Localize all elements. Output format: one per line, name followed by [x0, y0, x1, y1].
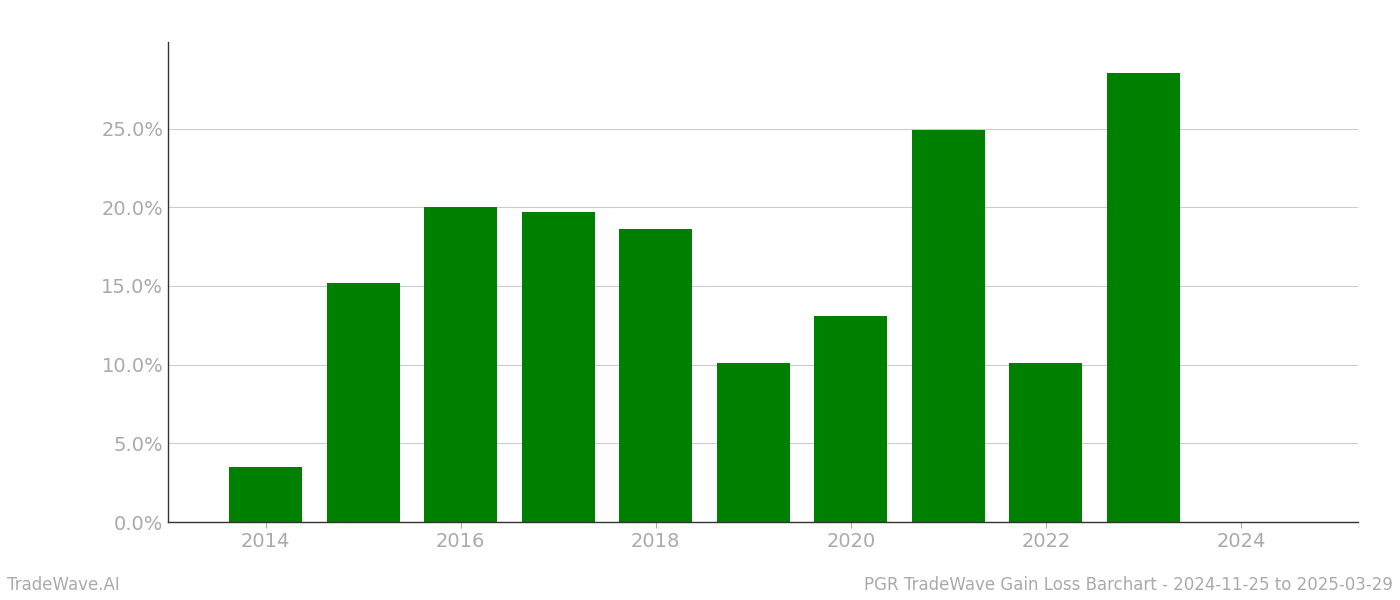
- Bar: [911, 130, 986, 522]
- Text: PGR TradeWave Gain Loss Barchart - 2024-11-25 to 2025-03-29: PGR TradeWave Gain Loss Barchart - 2024-…: [864, 576, 1393, 594]
- Bar: [815, 316, 888, 522]
- Bar: [1107, 73, 1180, 522]
- Bar: [619, 229, 692, 522]
- Bar: [230, 467, 302, 522]
- Bar: [424, 207, 497, 522]
- Bar: [717, 363, 790, 522]
- Bar: [326, 283, 399, 522]
- Bar: [522, 212, 595, 522]
- Bar: [1009, 363, 1082, 522]
- Text: TradeWave.AI: TradeWave.AI: [7, 576, 120, 594]
